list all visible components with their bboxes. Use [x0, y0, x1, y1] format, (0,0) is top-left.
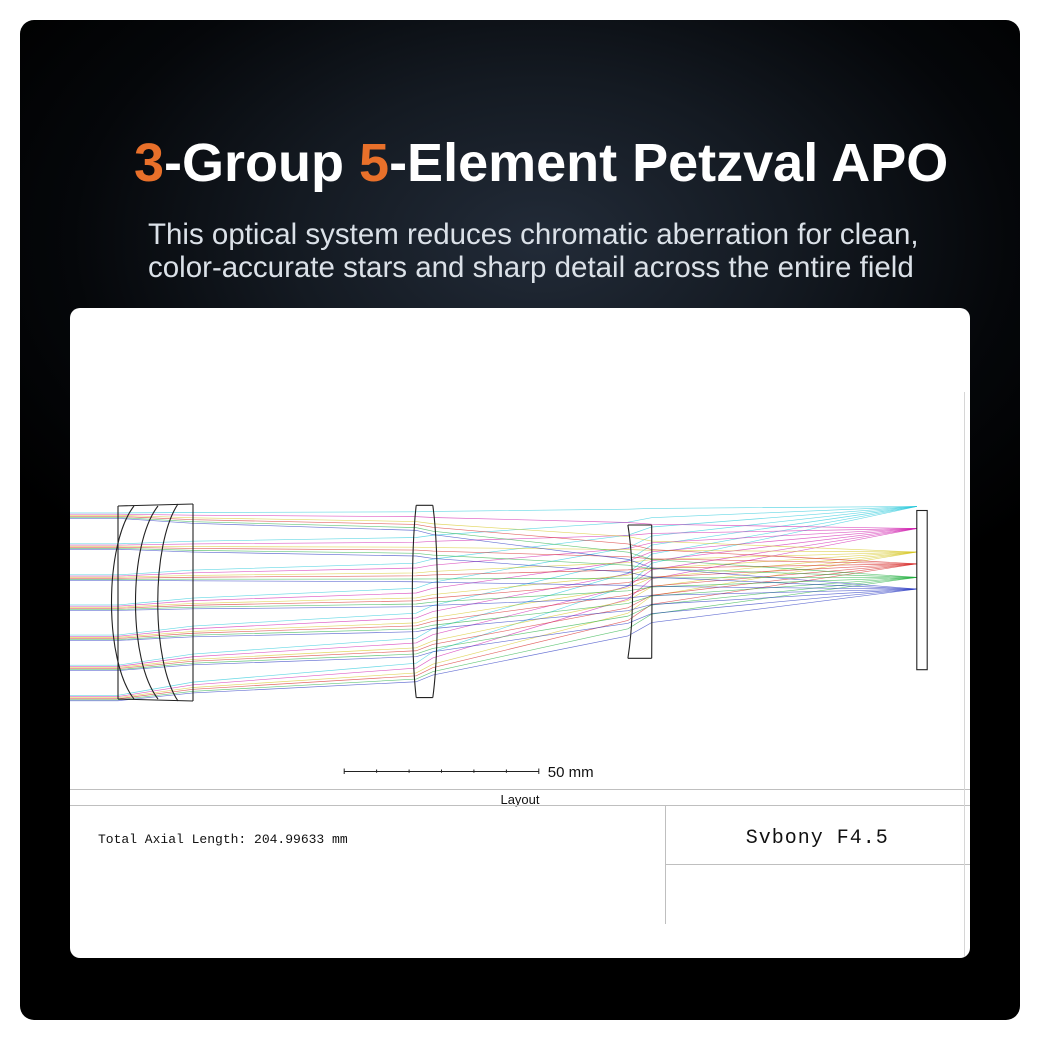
svg-text:50 mm: 50 mm: [548, 764, 594, 781]
